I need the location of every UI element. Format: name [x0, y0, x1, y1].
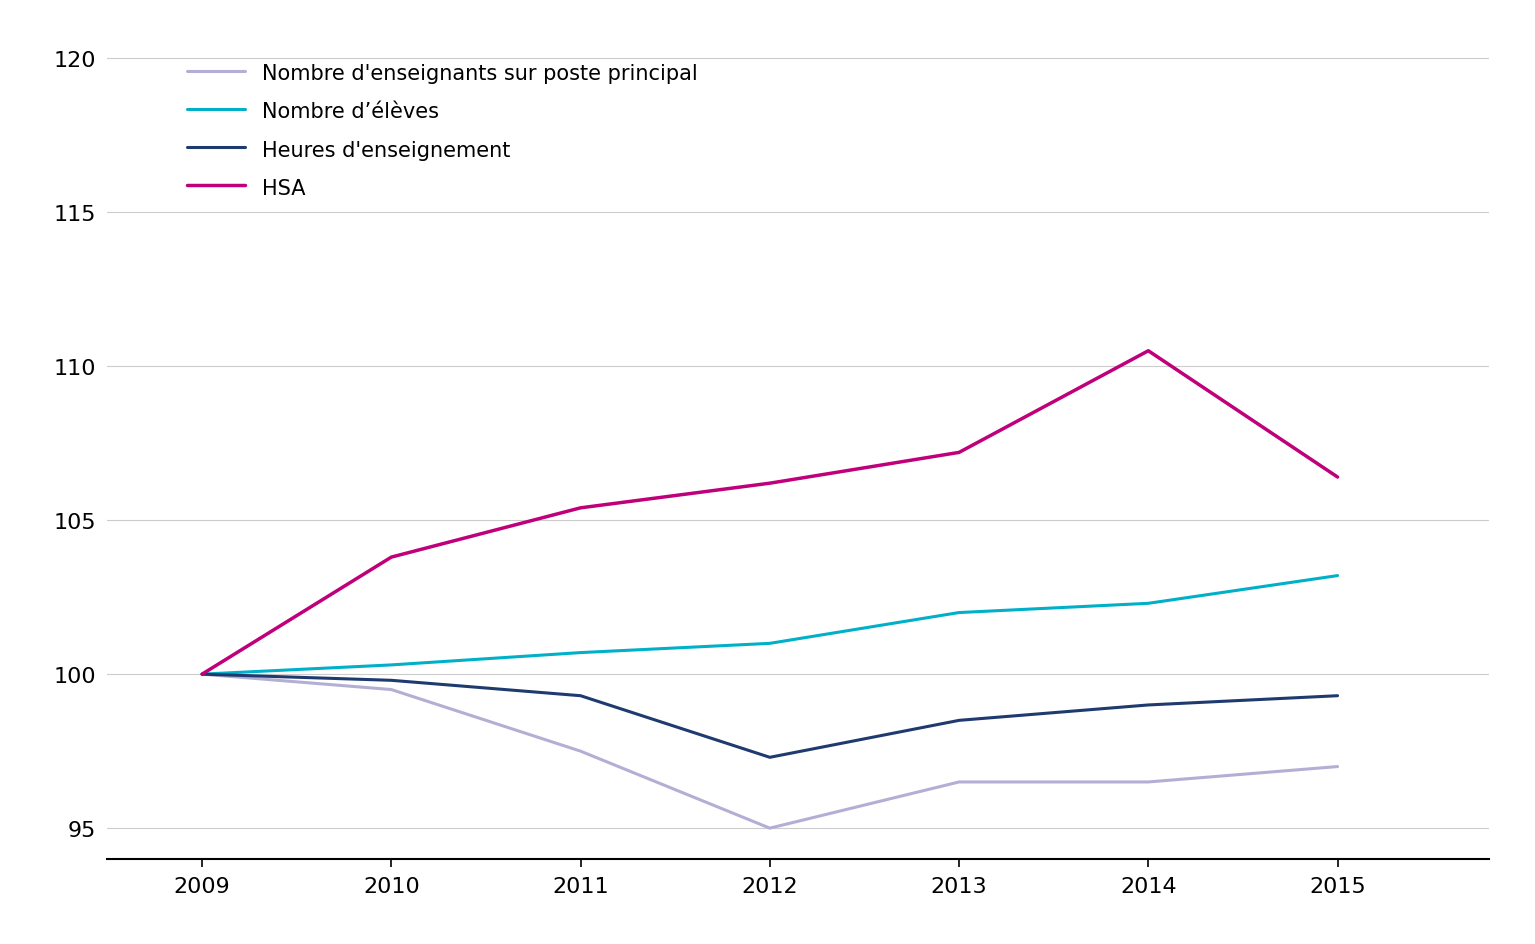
HSA — [950, 447, 969, 459]
Nombre d’élèves — [193, 668, 212, 680]
Nombre d’élèves — [950, 607, 969, 618]
Heures d'enseignement — [761, 751, 780, 763]
Line: Heures d'enseignement: Heures d'enseignement — [203, 674, 1337, 757]
Heures d'enseignement — [382, 675, 401, 686]
HSA — [1139, 346, 1157, 357]
Nombre d'enseignants sur poste principal — [761, 822, 780, 834]
Nombre d’élèves — [382, 660, 401, 671]
Nombre d'enseignants sur poste principal — [1139, 777, 1157, 788]
HSA — [1328, 472, 1346, 483]
Line: Nombre d’élèves: Nombre d’élèves — [203, 576, 1337, 674]
HSA — [382, 552, 401, 564]
Nombre d'enseignants sur poste principal — [193, 668, 212, 680]
Legend: Nombre d'enseignants sur poste principal, Nombre d’élèves, Heures d'enseignement: Nombre d'enseignants sur poste principal… — [187, 63, 698, 198]
Nombre d'enseignants sur poste principal — [950, 777, 969, 788]
Nombre d’élèves — [761, 638, 780, 649]
Nombre d'enseignants sur poste principal — [1328, 761, 1346, 772]
Nombre d'enseignants sur poste principal — [571, 746, 589, 757]
Nombre d'enseignants sur poste principal — [382, 684, 401, 696]
HSA — [193, 668, 212, 680]
Nombre d’élèves — [571, 648, 589, 659]
Line: Nombre d'enseignants sur poste principal: Nombre d'enseignants sur poste principal — [203, 674, 1337, 828]
HSA — [571, 502, 589, 514]
Heures d'enseignement — [571, 690, 589, 701]
Heures d'enseignement — [193, 668, 212, 680]
Heures d'enseignement — [1139, 700, 1157, 711]
Heures d'enseignement — [950, 715, 969, 726]
Heures d'enseignement — [1328, 690, 1346, 701]
HSA — [761, 478, 780, 489]
Line: HSA: HSA — [203, 351, 1337, 674]
Nombre d’élèves — [1328, 570, 1346, 582]
Nombre d’élèves — [1139, 598, 1157, 609]
